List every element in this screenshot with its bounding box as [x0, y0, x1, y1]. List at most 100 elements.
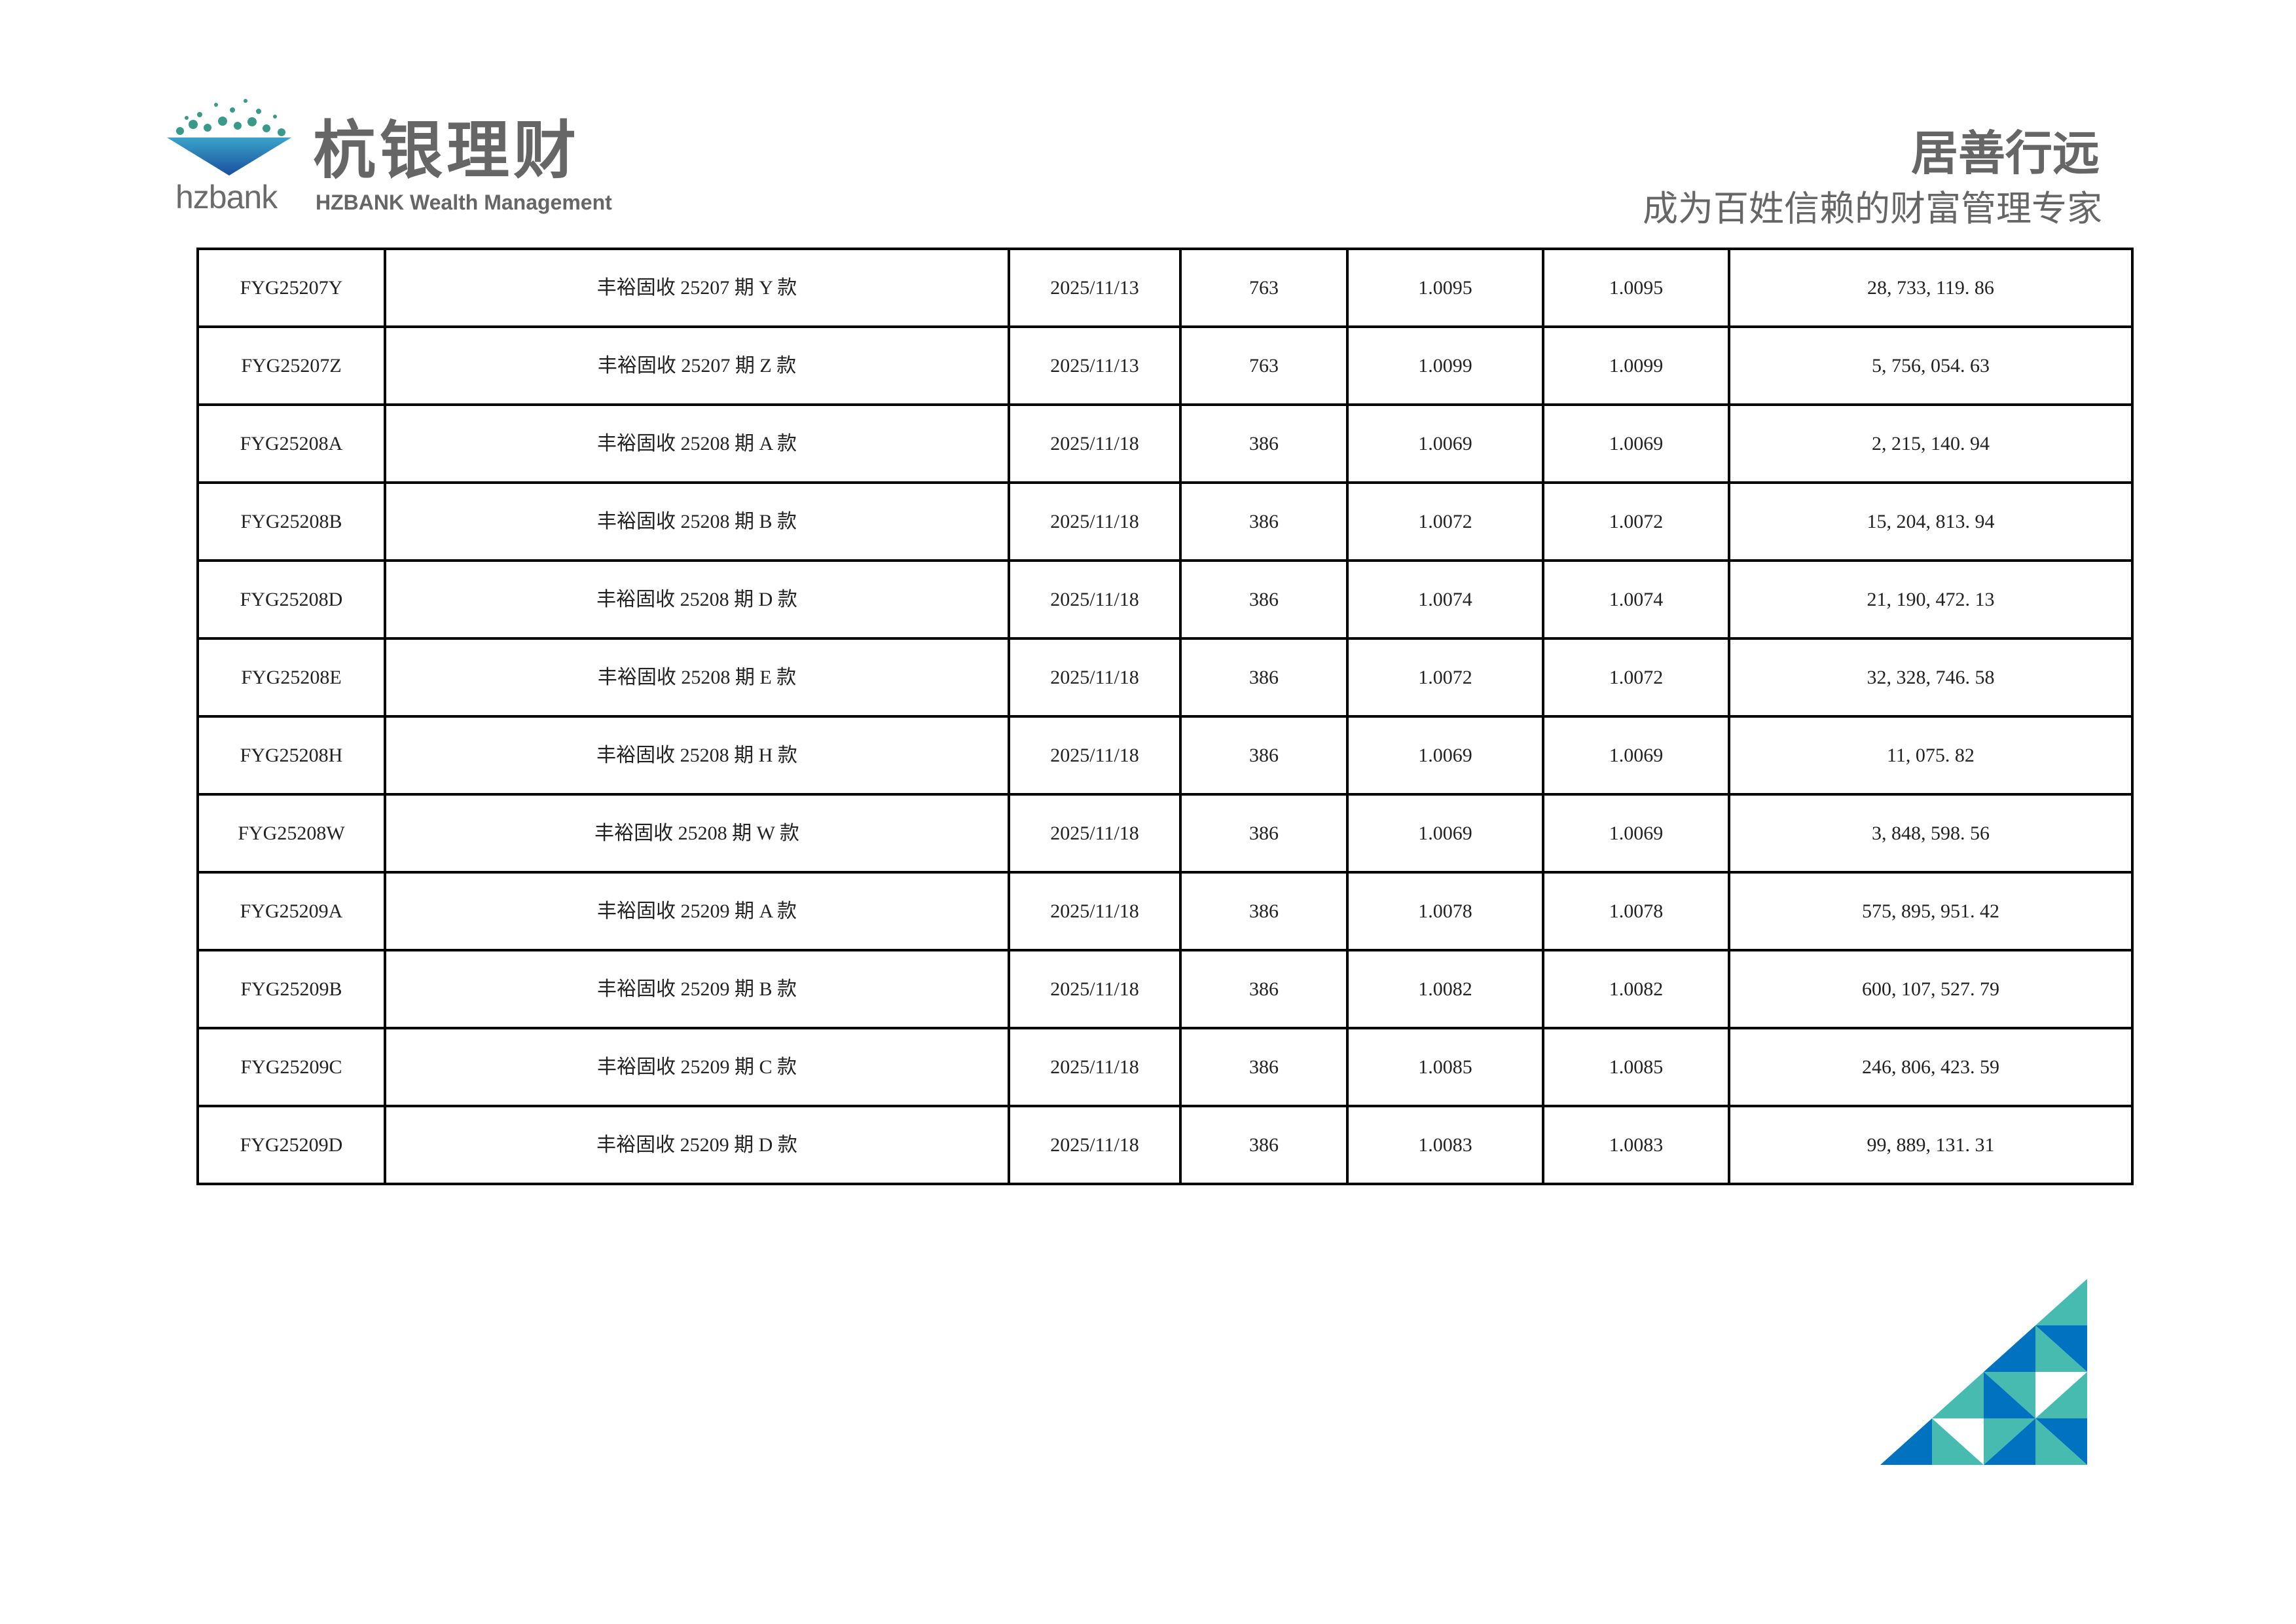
cumulative-nav-cell: 1.0069: [1542, 793, 1730, 874]
product-name-cell: 丰裕固收 25208 期 E 款: [384, 637, 1010, 718]
product-name-cell: 丰裕固收 25209 期 B 款: [384, 949, 1010, 1029]
product-name-cell: 丰裕固收 25208 期 D 款: [384, 559, 1010, 640]
days-cell: 386: [1179, 637, 1349, 718]
unit-nav-cell: 1.0074: [1346, 559, 1544, 640]
logo-small-text: hzbank: [175, 179, 278, 215]
unit-nav-cell: 1.0083: [1346, 1105, 1544, 1185]
product-code-cell: FYG25207Y: [196, 248, 386, 328]
table-row: FYG25208A 丰裕固收 25208 期 A 款 2025/11/18 386 1.…: [196, 403, 2134, 484]
unit-nav-cell: 1.0095: [1346, 248, 1544, 328]
days-cell: 386: [1179, 793, 1349, 874]
asset-amount-cell: 32, 328, 746. 58: [1728, 637, 2134, 718]
table-row: FYG25209B 丰裕固收 25209 期 B 款 2025/11/18 386 1.…: [196, 949, 2134, 1029]
unit-nav-cell: 1.0069: [1346, 715, 1544, 796]
cumulative-nav-cell: 1.0078: [1542, 871, 1730, 951]
unit-nav-cell: 1.0069: [1346, 793, 1544, 874]
decorative-triangle: [2035, 1418, 2087, 1465]
cumulative-nav-cell: 1.0085: [1542, 1027, 1730, 1107]
decorative-triangle: [1932, 1372, 1984, 1418]
unit-nav-cell: 1.0099: [1346, 325, 1544, 406]
cumulative-nav-cell: 1.0099: [1542, 325, 1730, 406]
days-cell: 386: [1179, 1105, 1349, 1185]
decorative-triangle-pattern-icon: [1880, 1279, 2087, 1465]
decorative-triangle: [1984, 1325, 2035, 1372]
cumulative-nav-cell: 1.0095: [1542, 248, 1730, 328]
asset-amount-cell: 99, 889, 131. 31: [1728, 1105, 2134, 1185]
asset-amount-cell: 28, 733, 119. 86: [1728, 248, 2134, 328]
nav-date-cell: 2025/11/18: [1008, 481, 1182, 562]
product-name-cell: 丰裕固收 25208 期 B 款: [384, 481, 1010, 562]
nav-date-cell: 2025/11/18: [1008, 403, 1182, 484]
product-name-cell: 丰裕固收 25207 期 Y 款: [384, 248, 1010, 328]
unit-nav-cell: 1.0069: [1346, 403, 1544, 484]
table-row: FYG25209A 丰裕固收 25209 期 A 款 2025/11/18 386 1.…: [196, 871, 2134, 951]
nav-date-cell: 2025/11/18: [1008, 871, 1182, 951]
table-row: FYG25208W 丰裕固收 25208 期 W 款 2025/11/18 386 1.…: [196, 793, 2134, 874]
slogan-sub: 成为百姓信赖的财富管理专家: [1643, 188, 2102, 229]
unit-nav-cell: 1.0082: [1346, 949, 1544, 1029]
unit-nav-cell: 1.0078: [1346, 871, 1544, 951]
table-row: FYG25208H 丰裕固收 25208 期 H 款 2025/11/18 386 1.…: [196, 715, 2134, 796]
decorative-triangle: [1880, 1418, 1932, 1465]
asset-amount-cell: 246, 806, 423. 59: [1728, 1027, 2134, 1107]
table-row: FYG25207Z 丰裕固收 25207 期 Z 款 2025/11/13 763 1.…: [196, 325, 2134, 406]
table-row: FYG25208B 丰裕固收 25208 期 B 款 2025/11/18 386 1.…: [196, 481, 2134, 562]
asset-amount-cell: 2, 215, 140. 94: [1728, 403, 2134, 484]
cumulative-nav-cell: 1.0074: [1542, 559, 1730, 640]
product-code-cell: FYG25208A: [196, 403, 386, 484]
product-code-cell: FYG25209A: [196, 871, 386, 951]
slogan-main: 居善行远: [1910, 126, 2100, 181]
days-cell: 763: [1179, 248, 1349, 328]
days-cell: 763: [1179, 325, 1349, 406]
asset-amount-cell: 3, 848, 598. 56: [1728, 793, 2134, 874]
unit-nav-cell: 1.0072: [1346, 481, 1544, 562]
cumulative-nav-cell: 1.0072: [1542, 637, 1730, 718]
days-cell: 386: [1179, 559, 1349, 640]
days-cell: 386: [1179, 715, 1349, 796]
days-cell: 386: [1179, 1027, 1349, 1107]
nav-date-cell: 2025/11/18: [1008, 637, 1182, 718]
decorative-triangle: [2035, 1372, 2087, 1418]
nav-date-cell: 2025/11/13: [1008, 325, 1182, 406]
nav-date-cell: 2025/11/18: [1008, 715, 1182, 796]
unit-nav-cell: 1.0085: [1346, 1027, 1544, 1107]
cumulative-nav-cell: 1.0069: [1542, 403, 1730, 484]
product-code-cell: FYG25207Z: [196, 325, 386, 406]
product-code-cell: FYG25208D: [196, 559, 386, 640]
table-row: FYG25208D 丰裕固收 25208 期 D 款 2025/11/18 386 1.…: [196, 559, 2134, 640]
nav-date-cell: 2025/11/18: [1008, 949, 1182, 1029]
product-code-cell: FYG25208B: [196, 481, 386, 562]
nav-date-cell: 2025/11/18: [1008, 793, 1182, 874]
days-cell: 386: [1179, 871, 1349, 951]
decorative-triangle: [2035, 1325, 2087, 1372]
product-code-cell: FYG25208E: [196, 637, 386, 718]
product-name-cell: 丰裕固收 25207 期 Z 款: [384, 325, 1010, 406]
brand-name-cn: 杭银理财: [313, 114, 580, 187]
unit-nav-cell: 1.0072: [1346, 637, 1544, 718]
days-cell: 386: [1179, 481, 1349, 562]
brand-name-en: HZBANK Wealth Management: [316, 191, 612, 214]
product-name-cell: 丰裕固收 25209 期 C 款: [384, 1027, 1010, 1107]
cumulative-nav-cell: 1.0082: [1542, 949, 1730, 1029]
decorative-triangle: [1984, 1372, 2035, 1418]
decorative-triangle: [2035, 1279, 2087, 1325]
asset-amount-cell: 5, 756, 054. 63: [1728, 325, 2134, 406]
product-name-cell: 丰裕固收 25209 期 D 款: [384, 1105, 1010, 1185]
asset-amount-cell: 21, 190, 472. 13: [1728, 559, 2134, 640]
table-row: FYG25207Y 丰裕固收 25207 期 Y 款 2025/11/13 763 1.…: [196, 248, 2134, 328]
cumulative-nav-cell: 1.0083: [1542, 1105, 1730, 1185]
product-name-cell: 丰裕固收 25208 期 A 款: [384, 403, 1010, 484]
product-nav-table: FYG25207Y 丰裕固收 25207 期 Y 款 2025/11/13 763 1.…: [196, 248, 2134, 1185]
nav-date-cell: 2025/11/18: [1008, 1027, 1182, 1107]
days-cell: 386: [1179, 403, 1349, 484]
product-code-cell: FYG25209D: [196, 1105, 386, 1185]
asset-amount-cell: 15, 204, 813. 94: [1728, 481, 2134, 562]
cumulative-nav-cell: 1.0072: [1542, 481, 1730, 562]
product-code-cell: FYG25209C: [196, 1027, 386, 1107]
nav-date-cell: 2025/11/18: [1008, 1105, 1182, 1185]
asset-amount-cell: 575, 895, 951. 42: [1728, 871, 2134, 951]
product-name-cell: 丰裕固收 25208 期 H 款: [384, 715, 1010, 796]
asset-amount-cell: 600, 107, 527. 79: [1728, 949, 2134, 1029]
table-row: FYG25209C 丰裕固收 25209 期 C 款 2025/11/18 386 1.…: [196, 1027, 2134, 1107]
table-row: FYG25209D 丰裕固收 25209 期 D 款 2025/11/18 386 1.…: [196, 1105, 2134, 1185]
